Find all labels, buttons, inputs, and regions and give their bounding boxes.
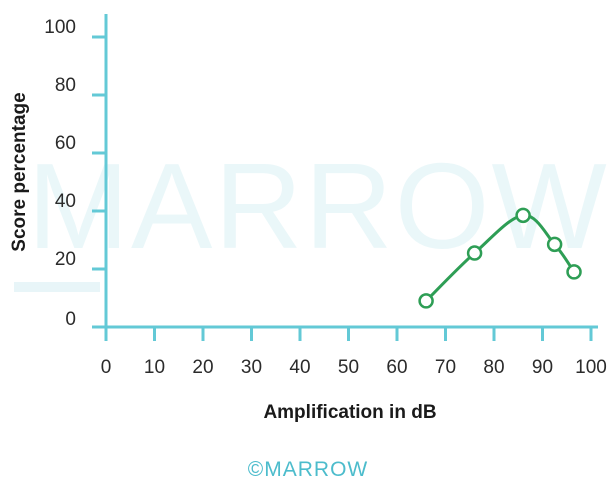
axes (92, 14, 598, 341)
x-tick-label: 60 (386, 357, 407, 378)
data-point (566, 264, 582, 280)
x-tick-label: 0 (101, 357, 112, 378)
data-point (546, 236, 563, 253)
watermark-underline (14, 282, 100, 292)
x-tick-label: 50 (338, 357, 359, 378)
y-tick-label: 40 (55, 191, 76, 212)
x-tick-label: 100 (575, 357, 607, 378)
data-point (466, 245, 483, 261)
y-axis-title: Score percentage (9, 92, 30, 251)
y-tick-label: 80 (55, 75, 76, 96)
data-point (515, 207, 531, 224)
x-tick-label: 30 (241, 357, 262, 378)
brand-footer-text: ©MARROW (247, 458, 369, 481)
y-tick-label: 0 (65, 309, 76, 330)
x-tick-label: 90 (532, 357, 553, 378)
watermark-text: MARROW (27, 138, 608, 274)
y-tick-label: 20 (55, 249, 76, 270)
brand-footer: ©MARROW (0, 458, 616, 482)
y-tick-label: 100 (44, 17, 76, 38)
y-tick-label: 60 (55, 133, 76, 154)
x-tick-label: 20 (192, 357, 213, 378)
x-tick-label: 40 (289, 357, 310, 378)
x-tick-label: 10 (144, 357, 165, 378)
x-tick-label: 70 (435, 357, 456, 378)
x-tick-label: 80 (483, 357, 504, 378)
series-group (418, 207, 582, 309)
x-axis-title: Amplification in dB (263, 402, 436, 423)
data-point (418, 293, 434, 309)
tick-labels: 0 20 40 60 80 100 0 10 20 30 40 50 60 70 80 90 100 (44, 17, 607, 378)
